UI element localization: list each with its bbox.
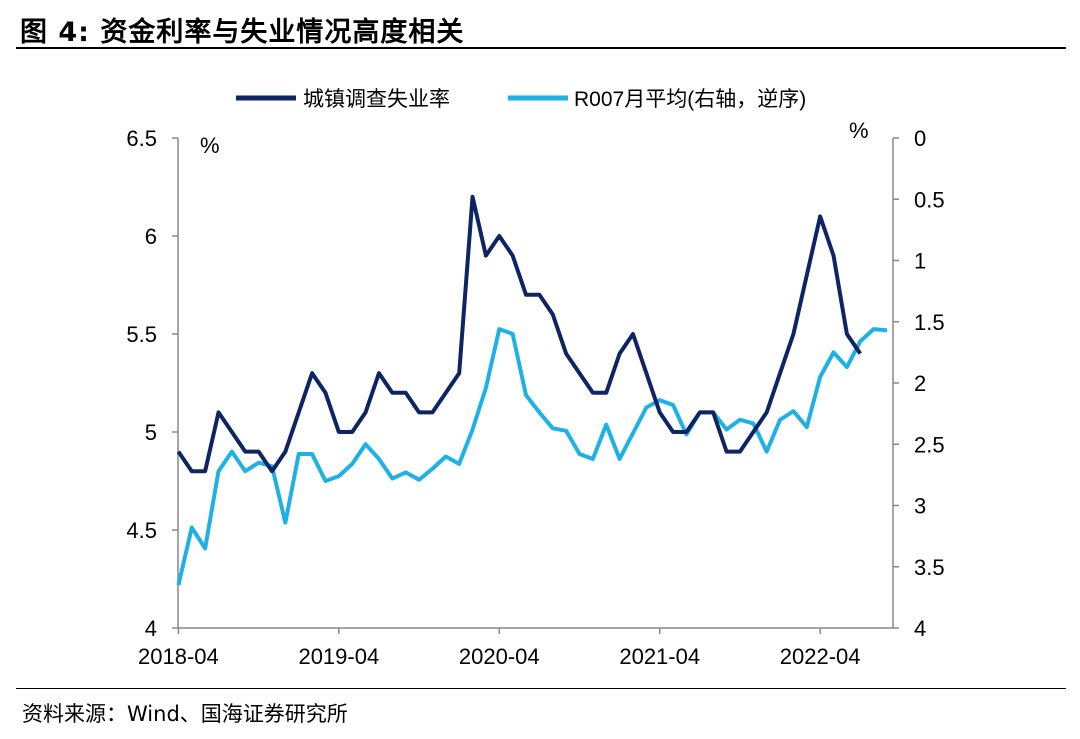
right-tick-label: 2.5 xyxy=(914,432,945,457)
series-line-unemployment xyxy=(176,194,862,474)
x-tick-label: 2021-04 xyxy=(619,644,700,669)
series-line-r007 xyxy=(176,327,888,586)
right-axis-ticks: 0 0.5 1 1.5 2 2.5 3 3.5 4 xyxy=(893,126,945,641)
figure-title: 图 4: 资金利率与失业情况高度相关 xyxy=(20,17,465,48)
source-note: 资料来源：Wind、国海证券研究所 xyxy=(22,702,348,726)
left-tick-label: 6 xyxy=(145,224,157,249)
left-tick-label: 6.5 xyxy=(126,126,157,151)
right-tick-label: 0.5 xyxy=(914,187,945,212)
left-tick-label: 5.5 xyxy=(126,322,157,347)
x-tick-label: 2019-04 xyxy=(298,644,379,669)
right-axis-unit: % xyxy=(849,118,869,143)
right-tick-label: 2 xyxy=(914,371,926,396)
title-divider xyxy=(16,47,1066,49)
x-tick-label: 2018-04 xyxy=(138,644,219,669)
legend: 城镇调查失业率 R007月平均(右轴，逆序) xyxy=(236,88,806,111)
right-tick-label: 0 xyxy=(914,126,926,151)
x-tick-label: 2020-04 xyxy=(459,644,540,669)
right-tick-label: 1.5 xyxy=(914,310,945,335)
left-axis-unit: % xyxy=(200,133,220,158)
right-tick-label: 1 xyxy=(914,249,926,274)
x-tick-label: 2022-04 xyxy=(780,644,861,669)
footer-divider xyxy=(16,688,1066,689)
right-tick-label: 3 xyxy=(914,494,926,519)
right-tick-label: 4 xyxy=(914,616,926,641)
right-tick-label: 3.5 xyxy=(914,555,945,580)
left-axis-ticks: 4 4.5 5 5.5 6 6.5 xyxy=(126,126,178,641)
x-axis-ticks: 2018-04 2019-04 2020-04 2021-04 2022-04 xyxy=(138,628,861,669)
left-tick-label: 4 xyxy=(145,616,157,641)
chart-area: 城镇调查失业率 R007月平均(右轴，逆序) % % 4 4.5 5 5.5 6 6.5 … xyxy=(0,50,1080,690)
left-tick-label: 4.5 xyxy=(126,518,157,543)
line-chart: 城镇调查失业率 R007月平均(右轴，逆序) % % 44.555.566.5 … xyxy=(126,88,945,669)
legend-label-unemployment: 城镇调查失业率 xyxy=(303,88,450,111)
series-layer xyxy=(176,194,888,586)
left-tick-label: 5 xyxy=(145,420,157,445)
legend-label-r007: R007月平均(右轴，逆序) xyxy=(574,88,806,111)
